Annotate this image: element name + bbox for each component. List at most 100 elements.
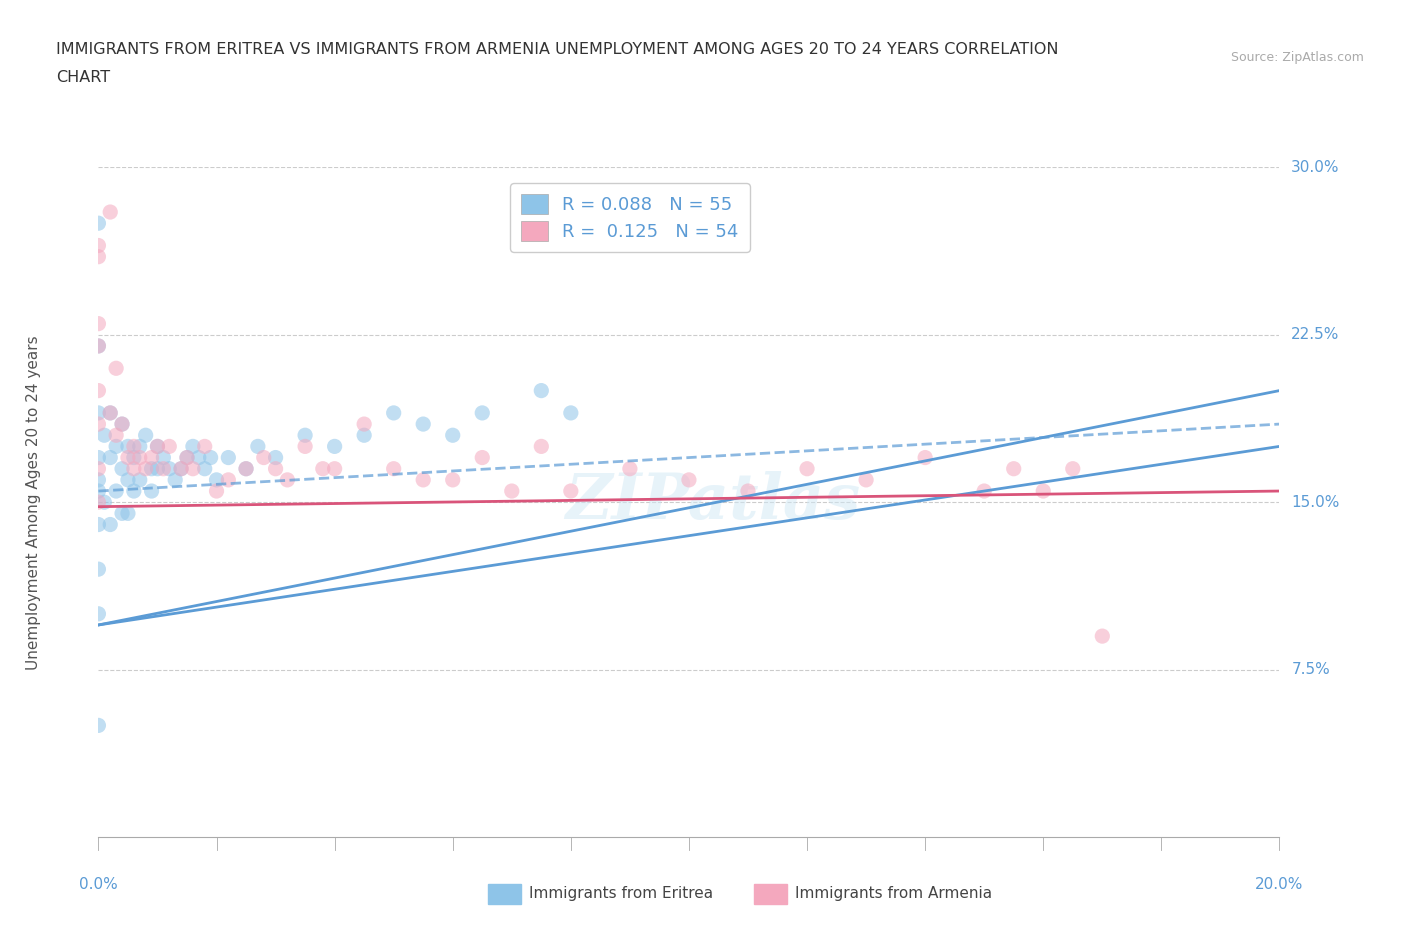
Text: Source: ZipAtlas.com: Source: ZipAtlas.com: [1230, 51, 1364, 64]
Point: [152, 450, 174, 465]
Point: [135, 428, 157, 443]
Point: [122, 461, 145, 476]
Point: [122, 484, 145, 498]
Point: [205, 472, 228, 487]
Point: [181, 461, 204, 476]
Point: [128, 450, 150, 465]
Point: [93, 428, 115, 443]
Point: [194, 439, 217, 454]
Point: [93, 495, 115, 510]
Point: [87, 606, 110, 621]
Point: [87, 339, 110, 353]
Text: 0.0%: 0.0%: [79, 877, 118, 892]
Point: [914, 450, 936, 465]
Point: [187, 450, 209, 465]
Point: [176, 450, 198, 465]
Point: [87, 316, 110, 331]
Point: [128, 472, 150, 487]
Point: [1002, 461, 1025, 476]
Point: [152, 461, 174, 476]
Point: [87, 249, 110, 264]
Point: [98, 405, 121, 420]
Point: [87, 517, 110, 532]
Text: 7.5%: 7.5%: [1291, 662, 1330, 677]
Text: ZIPatlas: ZIPatlas: [565, 472, 860, 533]
Point: [117, 450, 139, 465]
Point: [170, 461, 193, 476]
Point: [146, 439, 169, 454]
Point: [87, 383, 110, 398]
Point: [412, 417, 434, 432]
Point: [87, 405, 110, 420]
Point: [412, 472, 434, 487]
Point: [117, 506, 139, 521]
Point: [678, 472, 700, 487]
Legend: R = 0.088   N = 55, R =  0.125   N = 54: R = 0.088 N = 55, R = 0.125 N = 54: [510, 183, 749, 252]
Point: [312, 461, 335, 476]
Point: [87, 484, 110, 498]
Bar: [488, 884, 522, 904]
Point: [235, 461, 257, 476]
Point: [87, 216, 110, 231]
Text: Unemployment Among Ages 20 to 24 years: Unemployment Among Ages 20 to 24 years: [25, 335, 41, 670]
Point: [157, 461, 180, 476]
Point: [471, 450, 494, 465]
Point: [87, 461, 110, 476]
Point: [117, 439, 139, 454]
Text: 15.0%: 15.0%: [1291, 495, 1340, 510]
Bar: [754, 884, 787, 904]
Point: [105, 484, 128, 498]
Point: [294, 428, 316, 443]
Point: [111, 506, 134, 521]
Point: [560, 484, 582, 498]
Point: [141, 450, 163, 465]
Point: [87, 562, 110, 577]
Point: [530, 383, 553, 398]
Point: [157, 439, 180, 454]
Point: [353, 428, 375, 443]
Point: [111, 461, 134, 476]
Point: [181, 439, 204, 454]
Point: [170, 461, 193, 476]
Point: [323, 439, 346, 454]
Point: [217, 472, 239, 487]
Point: [98, 205, 121, 219]
Text: CHART: CHART: [56, 70, 110, 85]
Point: [194, 461, 217, 476]
Point: [87, 450, 110, 465]
Point: [1062, 461, 1084, 476]
Point: [530, 439, 553, 454]
Point: [128, 439, 150, 454]
Point: [105, 361, 128, 376]
Point: [87, 238, 110, 253]
Point: [122, 450, 145, 465]
Point: [855, 472, 877, 487]
Point: [382, 461, 405, 476]
Point: [276, 472, 298, 487]
Text: 22.5%: 22.5%: [1291, 327, 1340, 342]
Point: [98, 450, 121, 465]
Point: [441, 472, 464, 487]
Point: [264, 450, 287, 465]
Point: [796, 461, 818, 476]
Point: [973, 484, 995, 498]
Point: [146, 439, 169, 454]
Point: [87, 718, 110, 733]
Point: [141, 484, 163, 498]
Point: [253, 450, 276, 465]
Point: [471, 405, 494, 420]
Point: [176, 450, 198, 465]
Point: [105, 428, 128, 443]
Point: [141, 461, 163, 476]
Point: [105, 439, 128, 454]
Text: Immigrants from Eritrea: Immigrants from Eritrea: [530, 886, 714, 901]
Point: [200, 450, 222, 465]
Point: [560, 405, 582, 420]
Point: [165, 472, 187, 487]
Point: [205, 484, 228, 498]
Point: [117, 472, 139, 487]
Point: [382, 405, 405, 420]
Point: [87, 339, 110, 353]
Point: [619, 461, 641, 476]
Text: Immigrants from Armenia: Immigrants from Armenia: [796, 886, 993, 901]
